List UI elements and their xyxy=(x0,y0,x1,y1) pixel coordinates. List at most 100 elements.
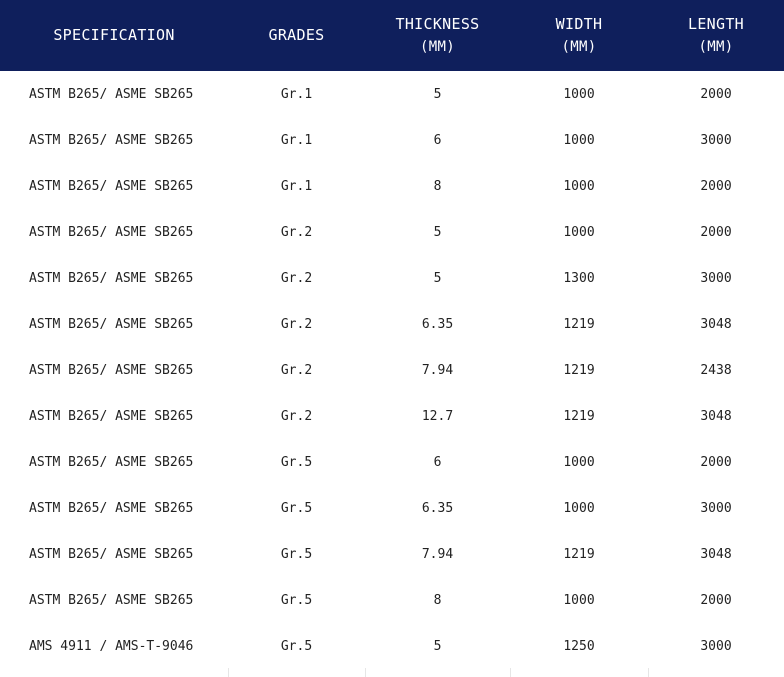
header-thickness: THICKNESS (MM) xyxy=(365,0,510,71)
cell-grade: Gr.1 xyxy=(280,132,313,148)
cell-thickness: 5 xyxy=(433,224,442,240)
cell-specification: ASTM B265/ ASME SB265 xyxy=(29,270,194,286)
cell-length: 2000 xyxy=(700,178,732,194)
cell-thickness: 7.94 xyxy=(421,362,454,378)
cell-width: 1000 xyxy=(563,86,595,102)
cell-length: 2000 xyxy=(700,592,732,608)
cell-thickness: 5 xyxy=(433,638,442,654)
cell-thickness: 12.7 xyxy=(421,408,454,424)
cell-length: 3048 xyxy=(700,408,732,424)
cell-thickness: 6.35 xyxy=(421,500,454,516)
cell-grade: Gr.2 xyxy=(280,316,313,332)
cell-width: 1000 xyxy=(563,224,595,240)
header-grades: GRADES xyxy=(228,0,365,71)
cell-specification: ASTM B265/ ASME SB265 xyxy=(29,500,194,516)
header-unit: (MM) xyxy=(420,38,455,55)
cell-width: 1219 xyxy=(563,316,595,332)
table-row: ASTM B265/ ASME SB265 Gr.2 5 1300 3000 xyxy=(0,255,784,301)
table-header: SPECIFICATION GRADES THICKNESS (MM) WIDT… xyxy=(0,0,784,71)
header-width: WIDTH (MM) xyxy=(510,0,648,71)
cell-length: 3048 xyxy=(700,546,732,562)
cell-grade: Gr.5 xyxy=(280,500,313,516)
cell-thickness: 7.94 xyxy=(421,546,454,562)
cell-thickness: 6 xyxy=(433,454,442,470)
column-divider xyxy=(510,668,511,677)
cell-specification: AMS 4911 / AMS-T-9046 xyxy=(29,638,194,654)
cell-thickness: 5 xyxy=(433,86,442,102)
table-row: ASTM B265/ ASME SB265 Gr.5 7.94 1219 3048 xyxy=(0,531,784,577)
cell-specification: ASTM B265/ ASME SB265 xyxy=(29,362,194,378)
cell-length: 2000 xyxy=(700,454,732,470)
table-body: ASTM B265/ ASME SB265 Gr.1 5 1000 2000 ASTM B… xyxy=(0,71,784,669)
cell-specification: ASTM B265/ ASME SB265 xyxy=(29,592,194,608)
cell-width: 1000 xyxy=(563,178,595,194)
header-label: THICKNESS xyxy=(395,14,480,33)
header-specification: SPECIFICATION xyxy=(0,0,228,71)
table-row: ASTM B265/ ASME SB265 Gr.1 6 1000 3000 xyxy=(0,117,784,163)
cell-width: 1219 xyxy=(563,362,595,378)
cell-specification: ASTM B265/ ASME SB265 xyxy=(29,408,194,424)
cell-thickness: 5 xyxy=(433,270,442,286)
cell-grade: Gr.2 xyxy=(280,408,313,424)
header-label: WIDTH xyxy=(555,14,603,33)
cell-width: 1300 xyxy=(563,270,595,286)
header-label: SPECIFICATION xyxy=(53,26,175,44)
cell-length: 3048 xyxy=(700,316,732,332)
cell-length: 2438 xyxy=(700,362,732,378)
cell-grade: Gr.5 xyxy=(280,638,313,654)
cell-width: 1000 xyxy=(563,454,595,470)
header-row: SPECIFICATION GRADES THICKNESS (MM) WIDT… xyxy=(0,0,784,71)
column-divider xyxy=(365,668,366,677)
cell-width: 1000 xyxy=(563,592,595,608)
column-divider xyxy=(228,668,229,677)
table-row: AMS 4911 / AMS-T-9046 Gr.5 5 1250 3000 xyxy=(0,623,784,669)
table-row: ASTM B265/ ASME SB265 Gr.2 5 1000 2000 xyxy=(0,209,784,255)
table-row: ASTM B265/ ASME SB265 Gr.2 7.94 1219 2438 xyxy=(0,347,784,393)
cell-specification: ASTM B265/ ASME SB265 xyxy=(29,86,194,102)
table-row: ASTM B265/ ASME SB265 Gr.2 12.7 1219 3048 xyxy=(0,393,784,439)
cell-width: 1219 xyxy=(563,546,595,562)
cell-grade: Gr.5 xyxy=(280,592,313,608)
table-row: ASTM B265/ ASME SB265 Gr.5 8 1000 2000 xyxy=(0,577,784,623)
header-label: GRADES xyxy=(268,26,325,44)
cell-width: 1000 xyxy=(563,500,595,516)
table-row: ASTM B265/ ASME SB265 Gr.2 6.35 1219 3048 xyxy=(0,301,784,347)
cell-specification: ASTM B265/ ASME SB265 xyxy=(29,178,194,194)
cell-thickness: 8 xyxy=(433,592,442,608)
cell-grade: Gr.2 xyxy=(280,224,313,240)
cell-specification: ASTM B265/ ASME SB265 xyxy=(29,132,194,148)
table-row: ASTM B265/ ASME SB265 Gr.5 6.35 1000 3000 xyxy=(0,485,784,531)
table-row: ASTM B265/ ASME SB265 Gr.1 5 1000 2000 xyxy=(0,71,784,117)
header-length: LENGTH (MM) xyxy=(648,0,784,71)
cell-length: 3000 xyxy=(700,132,732,148)
cell-length: 2000 xyxy=(700,86,732,102)
cell-grade: Gr.2 xyxy=(280,270,313,286)
cell-thickness: 8 xyxy=(433,178,442,194)
cell-length: 3000 xyxy=(700,500,732,516)
cell-thickness: 6 xyxy=(433,132,442,148)
cell-specification: ASTM B265/ ASME SB265 xyxy=(29,546,194,562)
cell-specification: ASTM B265/ ASME SB265 xyxy=(29,454,194,470)
cell-grade: Gr.1 xyxy=(280,86,313,102)
cell-specification: ASTM B265/ ASME SB265 xyxy=(29,316,194,332)
cell-width: 1219 xyxy=(563,408,595,424)
cell-grade: Gr.5 xyxy=(280,546,313,562)
column-divider xyxy=(648,668,649,677)
cell-grade: Gr.5 xyxy=(280,454,313,470)
cell-width: 1000 xyxy=(563,132,595,148)
header-unit: (MM) xyxy=(698,38,734,55)
column-divider-hints xyxy=(0,668,784,677)
cell-width: 1250 xyxy=(563,638,595,654)
cell-thickness: 6.35 xyxy=(421,316,454,332)
cell-length: 3000 xyxy=(700,270,732,286)
cell-specification: ASTM B265/ ASME SB265 xyxy=(29,224,194,240)
table-row: ASTM B265/ ASME SB265 Gr.5 6 1000 2000 xyxy=(0,439,784,485)
cell-length: 2000 xyxy=(700,224,732,240)
header-label: LENGTH xyxy=(688,14,744,33)
cell-grade: Gr.1 xyxy=(280,178,313,194)
cell-grade: Gr.2 xyxy=(280,362,313,378)
header-unit: (MM) xyxy=(561,38,597,55)
table-row: ASTM B265/ ASME SB265 Gr.1 8 1000 2000 xyxy=(0,163,784,209)
cell-length: 3000 xyxy=(700,638,732,654)
